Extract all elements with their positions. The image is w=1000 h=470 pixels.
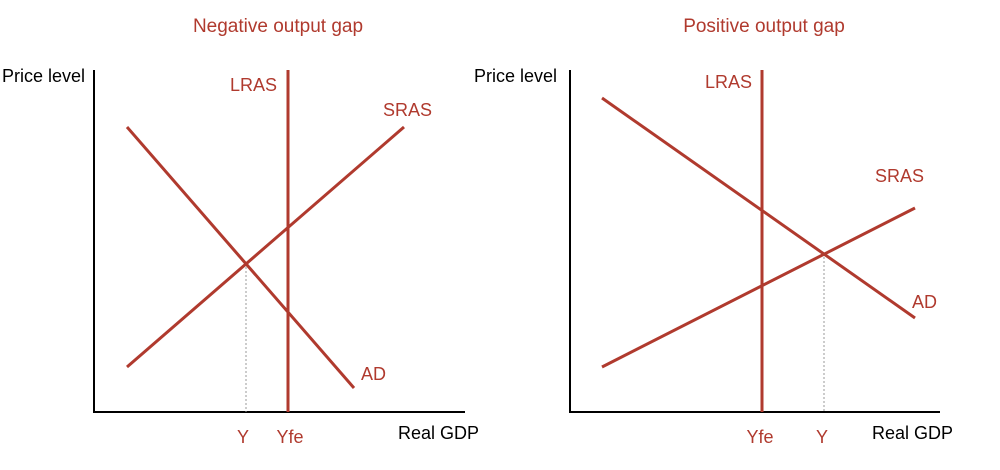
right-tick-y: Y xyxy=(816,427,828,447)
right-panel-title: Positive output gap xyxy=(683,16,845,37)
right-panel: Positive output gap Price level LRAS SRA… xyxy=(474,16,953,447)
left-panel: Negative output gap Price level LRAS SRA… xyxy=(2,16,479,447)
left-ad-label: AD xyxy=(361,364,386,384)
left-ad-curve xyxy=(125,126,356,389)
left-tick-y: Y xyxy=(237,427,249,447)
left-lras-label: LRAS xyxy=(230,75,277,95)
left-sras-curve xyxy=(126,125,405,369)
left-panel-title: Negative output gap xyxy=(193,16,363,37)
right-sras-label: SRAS xyxy=(875,166,924,186)
left-y-axis-label: Price level xyxy=(2,66,85,86)
right-ad-curve xyxy=(601,96,916,320)
left-x-axis-label: Real GDP xyxy=(398,423,479,443)
right-x-axis-label: Real GDP xyxy=(872,423,953,443)
right-lras-label: LRAS xyxy=(705,72,752,92)
right-sras-curve xyxy=(601,206,916,369)
left-sras-label: SRAS xyxy=(383,100,432,120)
right-ad-label: AD xyxy=(912,292,937,312)
left-tick-yfe: Yfe xyxy=(276,427,303,447)
right-y-axis-label: Price level xyxy=(474,66,557,86)
right-tick-yfe: Yfe xyxy=(746,427,773,447)
